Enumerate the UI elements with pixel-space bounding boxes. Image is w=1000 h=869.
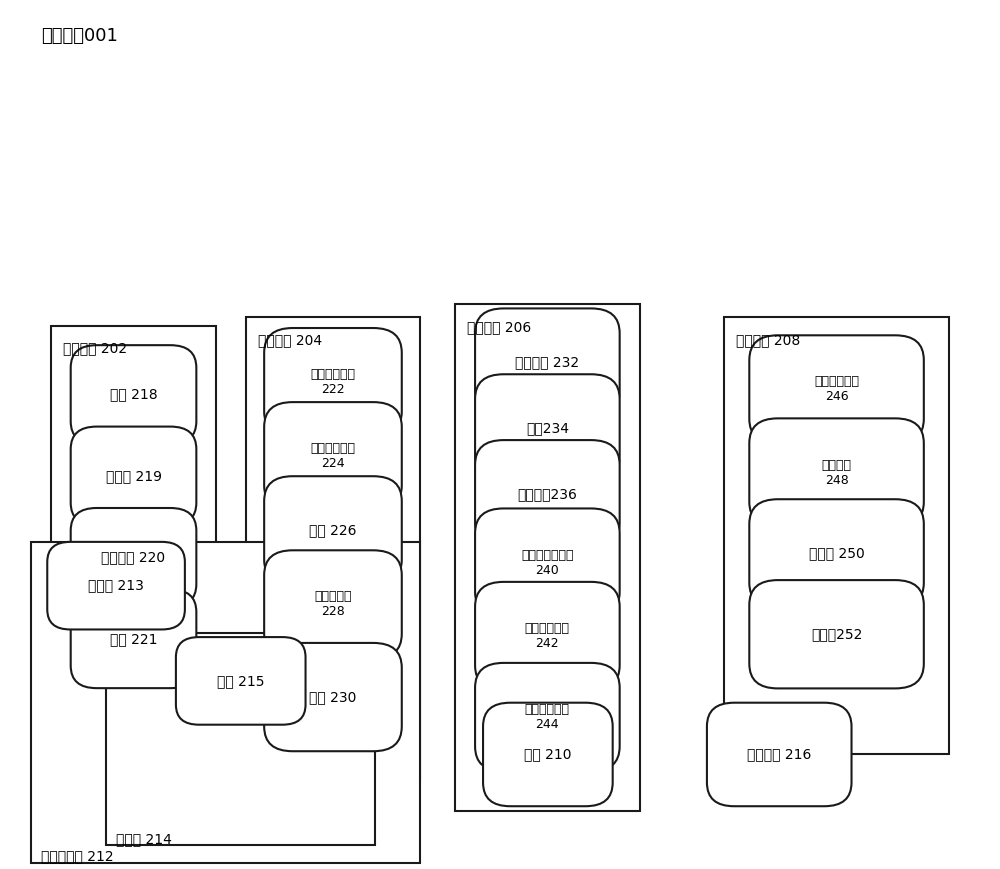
Text: 引擎 218: 引擎 218 [110,388,157,401]
FancyBboxPatch shape [47,542,185,629]
FancyBboxPatch shape [31,542,420,863]
FancyBboxPatch shape [475,508,620,617]
FancyBboxPatch shape [264,402,402,510]
Text: 雷达 226: 雷达 226 [309,523,357,537]
Text: 传动装置 220: 传动装置 220 [101,550,166,564]
FancyBboxPatch shape [749,580,924,688]
FancyBboxPatch shape [176,637,306,725]
FancyBboxPatch shape [475,440,620,548]
FancyBboxPatch shape [71,345,196,444]
Text: 外围设备 208: 外围设备 208 [736,333,801,347]
FancyBboxPatch shape [707,703,852,806]
FancyBboxPatch shape [51,326,216,754]
Text: 存储器 214: 存储器 214 [116,833,172,846]
Text: 计算机系统 212: 计算机系统 212 [41,850,114,864]
Text: 车轮 221: 车轮 221 [110,632,157,646]
Text: 传感系统 204: 传感系统 204 [258,333,322,347]
Text: 计算机视觉系统
240: 计算机视觉系统 240 [521,548,574,577]
FancyBboxPatch shape [264,476,402,585]
Text: 路线控制系统
242: 路线控制系统 242 [525,622,570,650]
FancyBboxPatch shape [264,328,402,436]
FancyBboxPatch shape [264,550,402,659]
FancyBboxPatch shape [106,634,375,846]
Text: 用户接口 216: 用户接口 216 [747,747,811,761]
FancyBboxPatch shape [71,589,196,688]
FancyBboxPatch shape [475,663,620,771]
Text: 能量源 219: 能量源 219 [106,469,162,483]
Text: 智能车辆001: 智能车辆001 [41,27,118,45]
Text: 相机 230: 相机 230 [309,690,357,704]
Text: 控制系统 206: 控制系统 206 [467,320,531,334]
Text: 转向系统 232: 转向系统 232 [515,355,579,369]
Text: 电源 210: 电源 210 [524,747,572,761]
FancyBboxPatch shape [724,317,949,754]
Text: 行进系统 202: 行进系统 202 [63,342,127,355]
Text: 车载电脑
248: 车载电脑 248 [822,459,852,487]
FancyBboxPatch shape [749,418,924,527]
Text: 全球定位系统
222: 全球定位系统 222 [310,368,355,396]
FancyBboxPatch shape [483,703,613,806]
FancyBboxPatch shape [475,375,620,482]
FancyBboxPatch shape [246,317,420,780]
FancyBboxPatch shape [71,427,196,526]
Text: 无线通信系统
246: 无线通信系统 246 [814,375,859,403]
FancyBboxPatch shape [475,582,620,690]
Text: 扬声器252: 扬声器252 [811,627,862,641]
Text: 指令 215: 指令 215 [217,673,264,688]
FancyBboxPatch shape [749,335,924,443]
FancyBboxPatch shape [475,308,620,417]
FancyBboxPatch shape [71,508,196,607]
Text: 油门234: 油门234 [526,421,569,435]
FancyBboxPatch shape [455,304,640,811]
FancyBboxPatch shape [749,499,924,607]
Text: 惯性测量单元
224: 惯性测量单元 224 [310,442,355,470]
Text: 激光测距仪
228: 激光测距仪 228 [314,590,352,619]
Text: 处理器 213: 处理器 213 [88,579,144,593]
Text: 麦克风 250: 麦克风 250 [809,547,864,561]
FancyBboxPatch shape [264,643,402,751]
Text: 制动单元236: 制动单元236 [517,488,577,501]
Text: 障碍规避系统
244: 障碍规避系统 244 [525,703,570,731]
